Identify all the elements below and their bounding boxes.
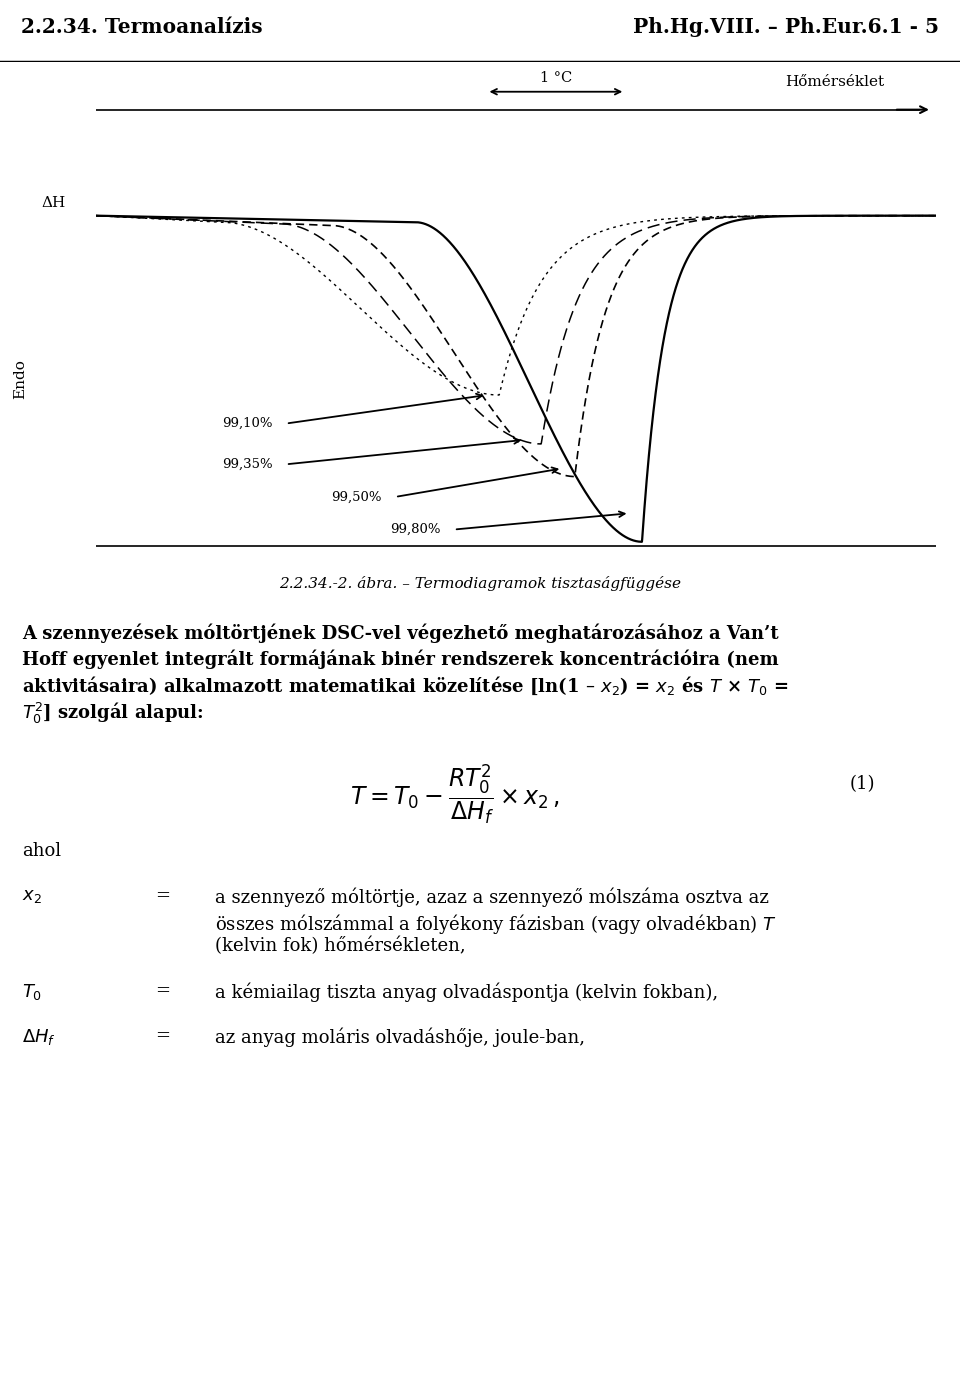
- Text: ΔH: ΔH: [42, 197, 66, 211]
- Text: Hőmérséklet: Hőmérséklet: [784, 76, 884, 90]
- Text: A szennyezések móltörtjének DSC-vel végezhető meghatározásához a Van’t: A szennyezések móltörtjének DSC-vel vége…: [22, 623, 779, 642]
- Text: aktivitásaira) alkalmazott matematikai közelítése [ln(1 – $x_2$) = $x_2$ és $T$ : aktivitásaira) alkalmazott matematikai k…: [22, 675, 788, 697]
- Text: az anyag moláris olvadáshője, joule-ban,: az anyag moláris olvadáshője, joule-ban,: [215, 1027, 585, 1046]
- Text: $\Delta H_f$: $\Delta H_f$: [22, 1027, 56, 1047]
- Text: 99,50%: 99,50%: [331, 491, 382, 503]
- Text: $x_2$: $x_2$: [22, 887, 42, 905]
- Text: (kelvin fok) hőmérsékleten,: (kelvin fok) hőmérsékleten,: [215, 937, 466, 955]
- Text: 1 °C: 1 °C: [540, 72, 572, 85]
- Text: 99,35%: 99,35%: [222, 457, 273, 471]
- Text: a kémiailag tiszta anyag olvadáspontja (kelvin fokban),: a kémiailag tiszta anyag olvadáspontja (…: [215, 983, 718, 1002]
- Text: =: =: [155, 983, 170, 1000]
- Text: (1): (1): [850, 774, 876, 794]
- Text: =: =: [155, 887, 170, 905]
- Text: $T = T_0 - \dfrac{RT_0^2}{\Delta H_f} \times x_2\,,$: $T = T_0 - \dfrac{RT_0^2}{\Delta H_f} \t…: [350, 762, 560, 825]
- Text: Ph.Hg.VIII. – Ph.Eur.6.1 - 5: Ph.Hg.VIII. – Ph.Eur.6.1 - 5: [633, 18, 939, 37]
- Text: összes mólszámmal a folyékony fázisban (vagy olvadékban) $T$: összes mólszámmal a folyékony fázisban (…: [215, 912, 777, 936]
- Text: 99,80%: 99,80%: [390, 524, 441, 536]
- Text: $T_0^2$] szolgál alapul:: $T_0^2$] szolgál alapul:: [22, 701, 204, 726]
- Text: 2.2.34.-2. ábra. – Termodiagramok tisztaságfüggése: 2.2.34.-2. ábra. – Termodiagramok tiszta…: [279, 576, 681, 591]
- Text: 99,10%: 99,10%: [222, 418, 273, 430]
- Text: Endo: Endo: [13, 358, 28, 398]
- Text: a szennyező móltörtje, azaz a szennyező mólszáma osztva az: a szennyező móltörtje, azaz a szennyező …: [215, 887, 769, 907]
- Text: Hoff egyenlet integrált formájának binér rendszerek koncentrációira (nem: Hoff egyenlet integrált formájának binér…: [22, 649, 779, 668]
- Text: =: =: [155, 1027, 170, 1045]
- Text: $T_0$: $T_0$: [22, 983, 42, 1002]
- Text: ahol: ahol: [22, 842, 61, 860]
- Text: 2.2.34. Termoanalízis: 2.2.34. Termoanalízis: [21, 18, 263, 37]
